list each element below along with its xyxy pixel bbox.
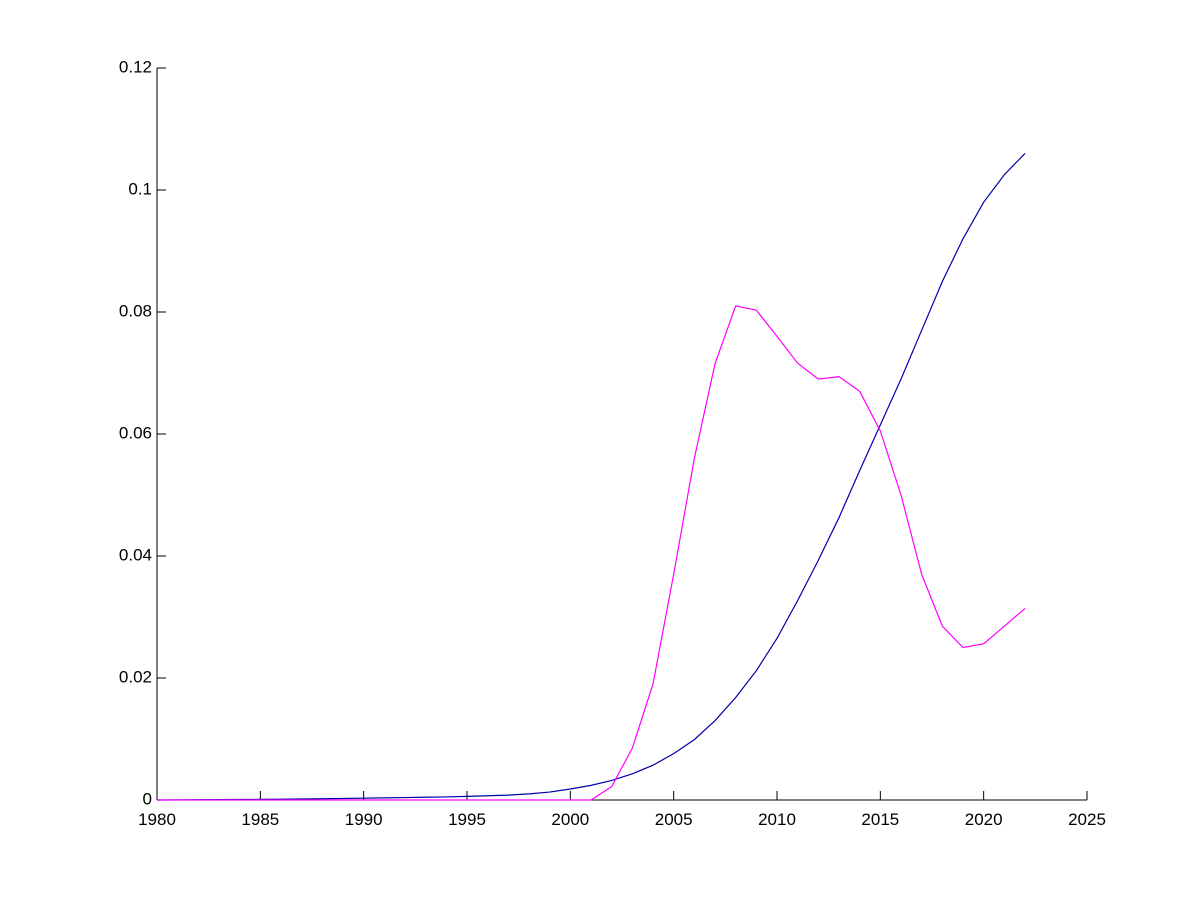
- series-line: [157, 305, 1026, 801]
- x-tick-label: 2010: [758, 810, 796, 829]
- y-tick-label: 0.04: [119, 545, 152, 564]
- y-tick-label: 0.06: [119, 423, 152, 442]
- x-tick-label: 2000: [551, 810, 589, 829]
- x-tick-label: 1995: [448, 810, 486, 829]
- x-tick-label: 2015: [861, 810, 899, 829]
- y-tick-label: 0.02: [119, 667, 152, 686]
- x-tick-label: 2025: [1068, 810, 1106, 829]
- x-tick-label: 2005: [655, 810, 693, 829]
- y-tick-label: 0.12: [119, 57, 152, 76]
- x-tick-label: 1980: [138, 810, 176, 829]
- y-tick-label: 0.08: [119, 301, 152, 320]
- y-tick-label: 0.1: [128, 179, 152, 198]
- series-line: [156, 152, 1026, 801]
- y-tick-label: 0: [143, 789, 152, 808]
- x-tick-label: 1990: [345, 810, 383, 829]
- x-tick-label: 2020: [965, 810, 1003, 829]
- x-tick-label: 1985: [241, 810, 279, 829]
